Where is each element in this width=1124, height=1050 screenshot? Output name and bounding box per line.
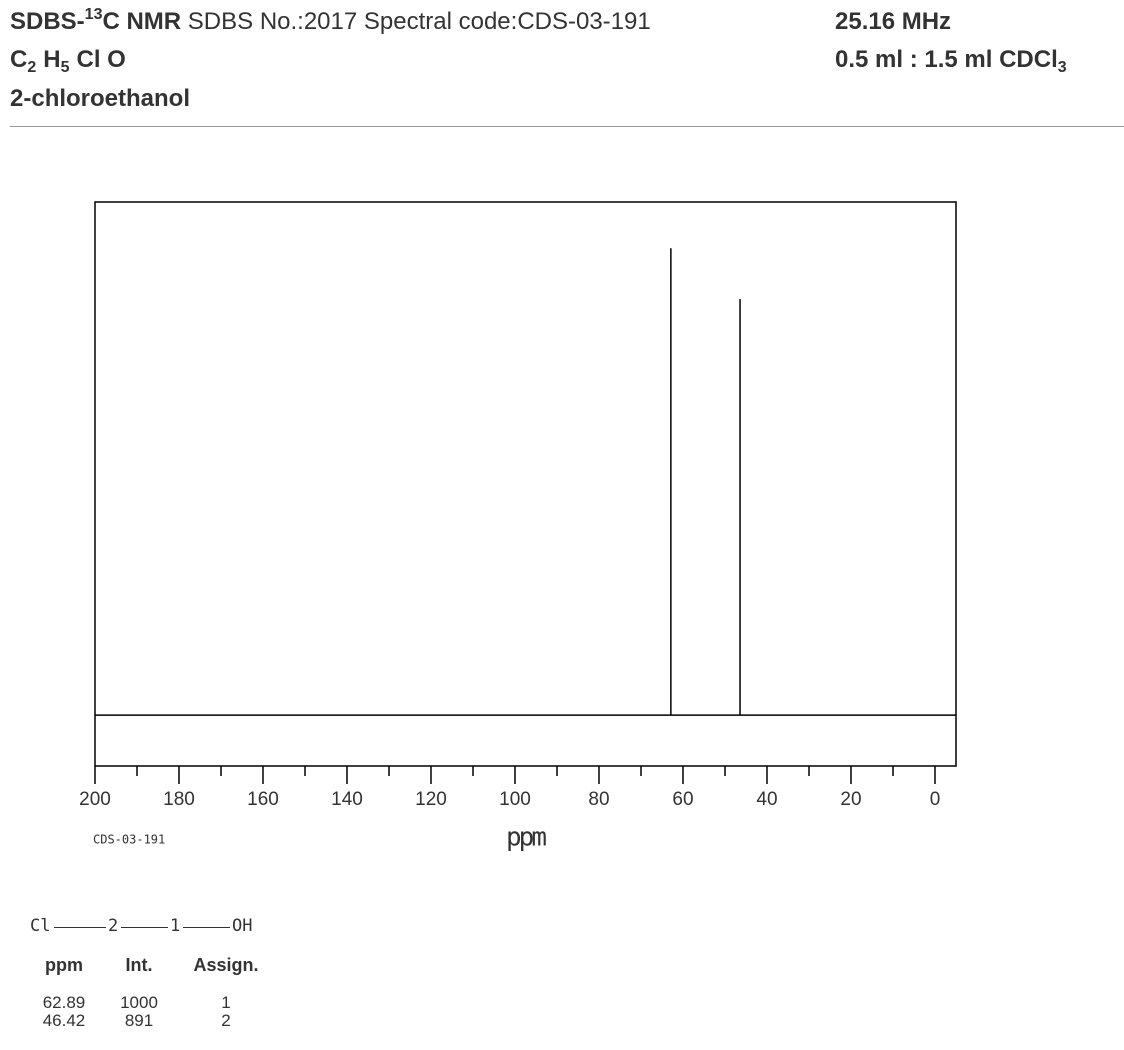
assign-cell: 1 (221, 993, 231, 1012)
x-tick-label: 20 (840, 789, 861, 810)
x-tick-label: 180 (163, 789, 195, 810)
table-header: ppm (45, 955, 83, 975)
assign-cell: 2 (221, 1011, 231, 1030)
x-tick-label: 0 (930, 789, 941, 810)
x-tick-label: 200 (79, 789, 111, 810)
formula-count: 5 (60, 59, 70, 76)
x-tick-label: 40 (756, 789, 777, 810)
atom: OH (232, 916, 253, 936)
title-info: SDBS No.:2017 Spectral code:CDS-03-191 (187, 8, 651, 35)
table-header: Assign. (193, 955, 259, 975)
title-prefix: SDBS- (10, 8, 85, 35)
atom: 2 (108, 916, 119, 936)
x-tick-label: 160 (247, 789, 279, 810)
bond (121, 927, 168, 928)
int-cell: 891 (124, 1011, 154, 1030)
table-header: Int. (125, 955, 153, 975)
int-cell: 1000 (120, 993, 158, 1012)
isotope: 13 (84, 6, 103, 23)
x-tick-label: 120 (415, 789, 447, 810)
formula: C2 H5 Cl O (10, 46, 126, 77)
title: SDBS-13C NMR SDBS No.:2017 Spectral code… (10, 6, 651, 36)
x-axis-label: ppm (506, 823, 546, 853)
solvent-sub: 3 (1057, 59, 1067, 76)
compound-name: 2-chloroethanol (10, 85, 191, 112)
atom: Cl (30, 916, 51, 936)
ppm-cell: 62.89 (42, 993, 86, 1012)
x-tick-label: 60 (672, 789, 693, 810)
formula-count: 2 (27, 59, 37, 76)
x-tick-label: 140 (331, 789, 363, 810)
bond (54, 927, 106, 928)
x-tick-label: 80 (588, 789, 609, 810)
x-tick-label: 100 (499, 789, 531, 810)
bond (183, 927, 230, 928)
frequency: 25.16 MHz (835, 8, 952, 35)
ppm-cell: 46.42 (42, 1011, 86, 1030)
formula-element: H (43, 46, 61, 73)
atom: 1 (170, 916, 181, 936)
solvent: 0.5 ml : 1.5 ml CDCl3 (835, 46, 1067, 77)
solvent-text: 0.5 ml : 1.5 ml CDCl (835, 46, 1058, 73)
spectral-code: CDS-03-191 (93, 833, 165, 847)
formula-element: C (10, 46, 28, 73)
title-main: C NMR (102, 8, 182, 35)
divider (10, 126, 1124, 127)
plot-frame (94, 201, 957, 767)
formula-element: Cl O (76, 46, 126, 73)
